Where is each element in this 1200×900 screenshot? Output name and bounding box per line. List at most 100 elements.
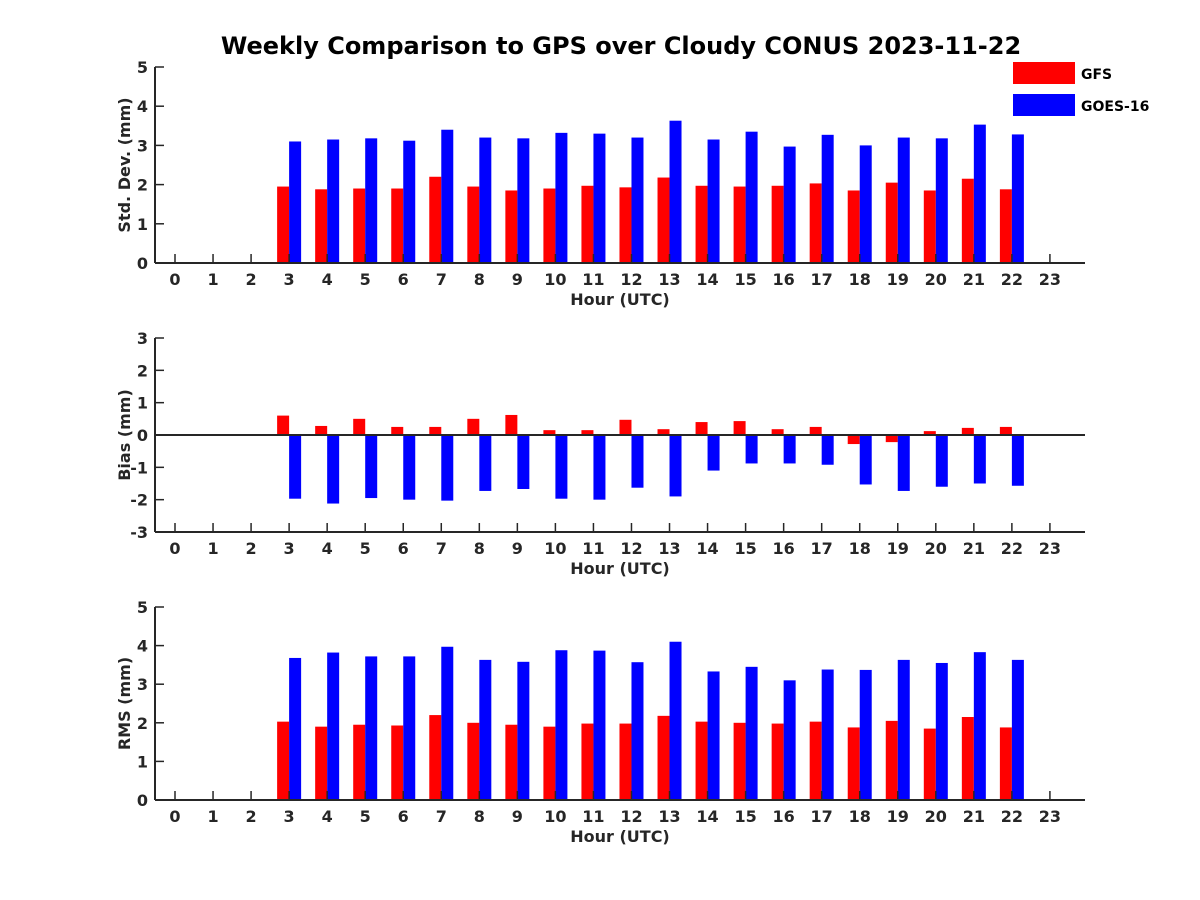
y-tick-label: 2 <box>137 361 148 380</box>
bar-gfs-18 <box>847 435 860 445</box>
y-tick-label: -2 <box>130 491 148 510</box>
x-tick-label: 6 <box>398 270 409 289</box>
x-tick-label: 11 <box>582 270 604 289</box>
bar-gfs-22 <box>999 426 1012 435</box>
y-axis-label: Std. Dev. (mm) <box>115 97 134 232</box>
bar-gfs-14 <box>695 422 708 435</box>
bar-goes-16-4 <box>327 139 340 263</box>
x-tick-label: 8 <box>474 807 485 826</box>
bar-goes-16-11 <box>593 650 606 800</box>
x-tick-label: 12 <box>620 807 642 826</box>
x-tick-label: 11 <box>582 807 604 826</box>
bar-goes-16-10 <box>555 435 568 499</box>
bar-goes-16-11 <box>593 435 606 500</box>
bar-gfs-19 <box>885 182 898 263</box>
bar-goes-16-18 <box>859 145 872 263</box>
x-tick-label: 7 <box>436 539 447 558</box>
y-tick-label: 4 <box>137 97 148 116</box>
x-tick-label: 12 <box>620 270 642 289</box>
legend: GFS GOES-16 <box>1013 62 1149 116</box>
bar-gfs-3 <box>277 415 290 435</box>
bar-gfs-9 <box>505 414 518 435</box>
bar-gfs-13 <box>657 429 670 435</box>
x-tick-label: 8 <box>474 539 485 558</box>
bar-gfs-16 <box>771 185 784 263</box>
bar-goes-16-11 <box>593 133 606 263</box>
bar-goes-16-22 <box>1011 134 1024 263</box>
x-tick-label: 15 <box>734 539 756 558</box>
y-tick-label: 1 <box>137 752 148 771</box>
bar-gfs-15 <box>733 186 746 263</box>
bar-goes-16-22 <box>1011 659 1024 800</box>
bar-gfs-21 <box>961 717 974 800</box>
x-tick-label: 1 <box>207 539 218 558</box>
x-tick-label: 20 <box>925 270 947 289</box>
y-tick-label: 1 <box>137 215 148 234</box>
bar-goes-16-12 <box>631 435 644 488</box>
bar-goes-16-19 <box>897 659 910 800</box>
x-tick-label: 18 <box>849 539 871 558</box>
bar-goes-16-8 <box>479 659 492 800</box>
bar-gfs-21 <box>961 427 974 435</box>
bar-goes-16-13 <box>669 435 682 497</box>
bar-gfs-19 <box>885 435 898 443</box>
x-tick-label: 0 <box>169 807 180 826</box>
x-tick-label: 16 <box>773 270 795 289</box>
bar-gfs-16 <box>771 723 784 800</box>
bar-goes-16-6 <box>403 435 416 500</box>
x-tick-label: 7 <box>436 807 447 826</box>
bar-goes-16-9 <box>517 138 530 263</box>
bar-goes-16-13 <box>669 120 682 263</box>
bar-gfs-9 <box>505 190 518 263</box>
bar-goes-16-7 <box>441 435 454 501</box>
bar-gfs-10 <box>543 430 556 435</box>
x-axis-label: Hour (UTC) <box>570 827 670 846</box>
bar-goes-16-14 <box>707 435 720 471</box>
bar-gfs-4 <box>315 189 328 263</box>
bar-goes-16-6 <box>403 656 416 800</box>
bar-goes-16-19 <box>897 435 910 491</box>
bar-gfs-8 <box>467 722 480 800</box>
bar-goes-16-21 <box>973 652 986 800</box>
x-tick-label: 14 <box>696 270 718 289</box>
x-tick-label: 17 <box>811 539 833 558</box>
y-tick-label: 0 <box>137 791 148 810</box>
bar-gfs-13 <box>657 715 670 800</box>
bar-gfs-17 <box>809 721 822 800</box>
legend-label-gfs: GFS <box>1081 67 1112 83</box>
x-tick-label: 21 <box>963 807 985 826</box>
x-tick-label: 3 <box>284 807 295 826</box>
x-tick-label: 13 <box>658 539 680 558</box>
x-tick-label: 1 <box>207 807 218 826</box>
bar-goes-16-21 <box>973 435 986 484</box>
x-tick-label: 23 <box>1039 270 1061 289</box>
bar-gfs-14 <box>695 185 708 263</box>
x-tick-label: 22 <box>1001 539 1023 558</box>
bar-gfs-7 <box>429 715 442 800</box>
bar-gfs-3 <box>277 186 290 263</box>
x-tick-label: 10 <box>544 539 566 558</box>
x-tick-label: 17 <box>811 270 833 289</box>
x-tick-label: 10 <box>544 807 566 826</box>
bar-gfs-4 <box>315 425 328 435</box>
y-tick-label: -1 <box>130 458 148 477</box>
bar-gfs-8 <box>467 418 480 435</box>
legend-swatch-gfs <box>1013 62 1075 84</box>
legend-label-goes-16: GOES-16 <box>1081 99 1149 115</box>
bar-goes-16-21 <box>973 124 986 264</box>
x-tick-label: 11 <box>582 539 604 558</box>
bar-goes-16-18 <box>859 435 872 485</box>
x-tick-label: 18 <box>849 807 871 826</box>
y-tick-label: 0 <box>137 254 148 273</box>
bar-goes-16-3 <box>289 435 302 499</box>
bar-gfs-12 <box>619 187 632 263</box>
x-tick-label: 12 <box>620 539 642 558</box>
bar-gfs-4 <box>315 726 328 800</box>
bar-gfs-20 <box>923 190 936 263</box>
x-tick-label: 20 <box>925 807 947 826</box>
bar-gfs-10 <box>543 188 556 263</box>
bar-gfs-5 <box>353 724 366 800</box>
bar-goes-16-8 <box>479 137 492 263</box>
